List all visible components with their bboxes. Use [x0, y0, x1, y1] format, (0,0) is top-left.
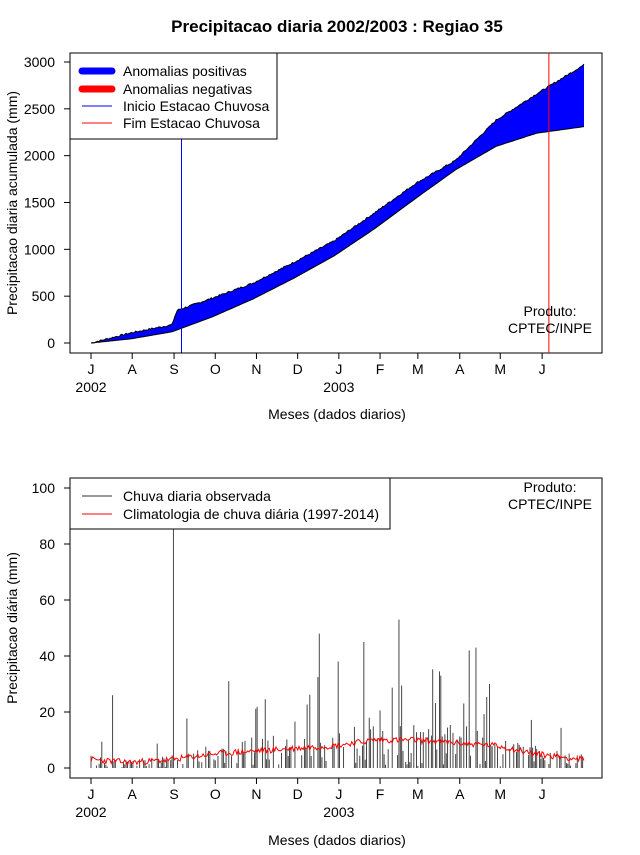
bottom-y-tick-label: 40	[39, 648, 55, 664]
top-y-tick-label: 500	[32, 288, 56, 304]
top-y-tick-label: 2000	[24, 148, 55, 164]
top-x-tick-label: S	[169, 361, 178, 377]
top-x-axis: J A S O N D J F M A M J 2002 2003	[75, 352, 546, 395]
top-y-tick-label: 1500	[24, 195, 55, 211]
bottom-x-tick-label: A	[455, 786, 465, 802]
bottom-x-tick-label: O	[210, 786, 221, 802]
bottom-product-label-line2: CPTEC/INPE	[508, 496, 592, 512]
bottom-x-tick-label: J	[88, 786, 95, 802]
top-product-label-line2: CPTEC/INPE	[508, 320, 592, 336]
top-year-label: 2003	[323, 379, 354, 395]
bottom-x-tick-label: M	[494, 786, 506, 802]
top-y-tick-label: 0	[47, 335, 55, 351]
bottom-x-axis-label: Meses (dados diarios)	[268, 832, 406, 848]
legend-label-inicio: Inicio Estacao Chuvosa	[123, 98, 270, 114]
chart-title: Precipitacao diaria 2002/2003 : Regiao 3…	[171, 17, 503, 36]
bottom-x-tick-label: S	[169, 786, 178, 802]
bottom-legend-box	[69, 477, 391, 530]
top-legend: Anomalias positivas Anomalias negativas …	[69, 52, 278, 140]
bottom-product-label-line1: Produto:	[524, 479, 577, 495]
bottom-y-tick-label: 0	[47, 760, 55, 776]
top-product-label-line1: Produto:	[524, 303, 577, 319]
observed-cumulative-line	[90, 63, 585, 344]
legend-label-negativas: Anomalias negativas	[123, 81, 252, 97]
top-legend-box	[69, 52, 278, 140]
bottom-y-tick-label: 60	[39, 592, 55, 608]
cumulative-plot: 0 500 1000 1500 2000 2500 3000 J A S O N D J F M A M J 200…	[4, 52, 603, 422]
legend-label-fim: Fim Estacao Chuvosa	[123, 115, 260, 131]
top-x-tick-label: D	[293, 361, 303, 377]
bottom-y-tick-label: 80	[39, 536, 55, 552]
bottom-y-tick-label: 100	[32, 480, 56, 496]
top-x-tick-label: A	[455, 361, 465, 377]
top-y-axis-label: Precipitacao diaria acumulada (mm)	[4, 91, 20, 315]
legend-label-climatologia: Climatologia de chuva diária (1997-2014)	[123, 506, 379, 522]
daily-plot: 0 20 40 60 80 100 J A S O N D J F M A M J 2002 2003 Meses …	[4, 477, 603, 848]
bottom-x-axis: J A S O N D J F M A M J 2002 2003	[75, 777, 546, 820]
top-y-tick-label: 1000	[24, 241, 55, 257]
top-y-tick-label: 3000	[24, 54, 55, 70]
bottom-year-label: 2002	[75, 804, 106, 820]
bottom-y-tick-label: 20	[39, 704, 55, 720]
legend-label-positivas: Anomalias positivas	[123, 63, 247, 79]
bottom-x-tick-label: J	[335, 786, 342, 802]
bottom-x-tick-label: D	[293, 786, 303, 802]
bottom-x-tick-label: A	[128, 786, 138, 802]
bottom-legend: Chuva diaria observada Climatologia de c…	[69, 477, 391, 530]
top-x-tick-label: A	[128, 361, 138, 377]
bottom-year-label: 2003	[323, 804, 354, 820]
top-x-tick-label: J	[539, 361, 546, 377]
bottom-y-axis: 0 20 40 60 80 100	[32, 480, 71, 776]
bottom-x-tick-label: M	[412, 786, 424, 802]
top-x-tick-label: F	[376, 361, 385, 377]
top-x-tick-label: J	[88, 361, 95, 377]
bottom-x-tick-label: F	[376, 786, 385, 802]
top-x-tick-label: M	[412, 361, 424, 377]
top-x-tick-label: N	[251, 361, 261, 377]
top-x-tick-label: M	[494, 361, 506, 377]
bottom-x-tick-label: J	[539, 786, 546, 802]
top-x-tick-label: O	[210, 361, 221, 377]
top-year-label: 2002	[75, 379, 106, 395]
top-y-tick-label: 2500	[24, 101, 55, 117]
climatology-cumulative-line	[90, 126, 585, 344]
legend-label-observada: Chuva diaria observada	[123, 488, 271, 504]
top-y-axis: 0 500 1000 1500 2000 2500 3000	[24, 54, 71, 351]
daily-climatology-line	[90, 736, 585, 767]
bottom-x-tick-label: N	[251, 786, 261, 802]
top-x-axis-label: Meses (dados diarios)	[268, 406, 406, 422]
bottom-y-axis-label: Precipitacao diária (mm)	[4, 552, 20, 704]
daily-rain-bars	[90, 527, 584, 768]
top-x-tick-label: J	[335, 361, 342, 377]
